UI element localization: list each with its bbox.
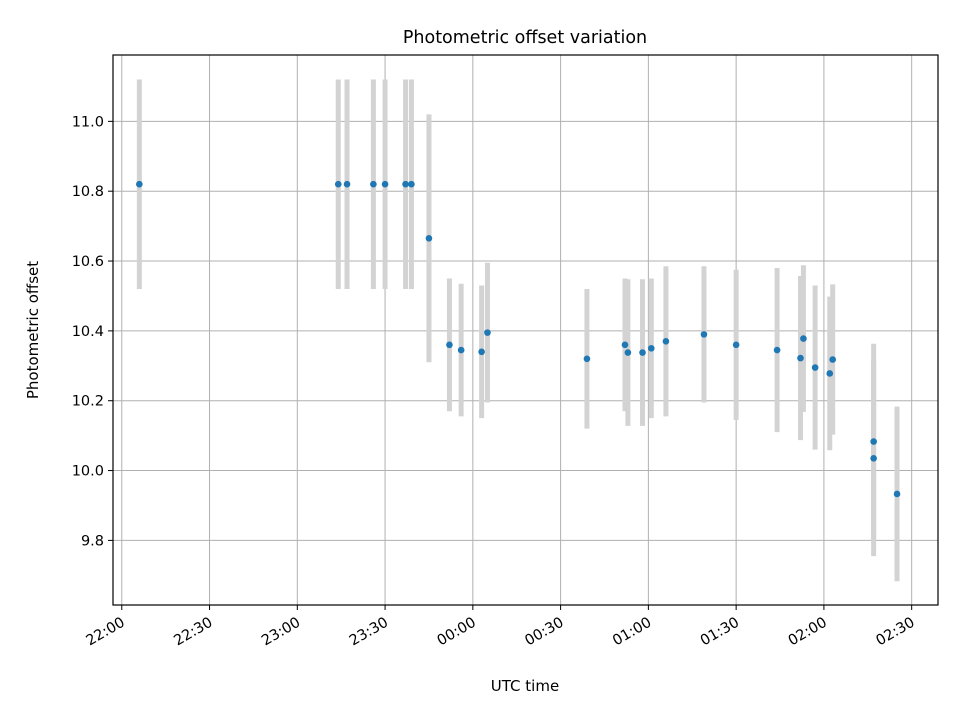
data-point <box>478 348 485 356</box>
data-point <box>136 180 143 188</box>
data-point <box>484 329 491 336</box>
x-tick-label: 02:30 <box>873 615 917 650</box>
x-axis-label: UTC time <box>491 677 559 695</box>
data-point <box>826 370 834 377</box>
x-tick-label: 22:30 <box>171 615 215 650</box>
data-point <box>370 180 377 188</box>
data-point <box>408 180 415 188</box>
data-point <box>343 180 351 188</box>
plot-frame <box>112 54 939 606</box>
y-tick-label: 11.0 <box>72 114 104 130</box>
data-point <box>870 455 877 462</box>
data-point <box>402 180 409 188</box>
data-point <box>457 346 465 354</box>
axis-ticks: 22:00 22:30 23:00 23:30 00:00 00:30 01:00 01:30… <box>72 114 918 649</box>
data-point <box>732 341 740 349</box>
data-point <box>621 341 629 349</box>
x-tick-label: 00:30 <box>522 615 566 650</box>
y-tick-label: 10.6 <box>72 254 104 270</box>
error-bars <box>136 79 900 582</box>
data-point <box>647 345 655 352</box>
data-point <box>334 180 342 188</box>
y-tick-label: 10.2 <box>72 394 104 410</box>
data-point <box>446 341 453 349</box>
data-point <box>639 349 646 356</box>
data-point <box>624 349 632 356</box>
x-tick-label: 00:00 <box>435 615 479 650</box>
data-point <box>800 335 807 342</box>
x-tick-label: 01:00 <box>610 615 654 650</box>
data-point <box>870 438 877 445</box>
x-tick-label: 22:00 <box>84 615 128 650</box>
data-point <box>425 235 433 242</box>
x-tick-label: 02:00 <box>786 615 830 650</box>
y-tick-label: 9.8 <box>81 533 104 549</box>
x-tick-label: 23:00 <box>259 615 303 650</box>
y-tick-label: 10.0 <box>72 464 104 480</box>
data-point <box>829 356 836 363</box>
x-tick-label: 01:30 <box>698 615 742 650</box>
x-tick-label: 23:30 <box>347 615 391 650</box>
y-tick-label: 10.4 <box>72 324 104 340</box>
data-point <box>381 180 389 188</box>
data-point <box>797 354 804 362</box>
data-point <box>662 338 670 345</box>
data-point <box>773 346 781 354</box>
chart-title: Photometric offset variation <box>403 28 647 48</box>
data-point <box>700 331 708 338</box>
data-point <box>811 364 819 371</box>
data-point <box>583 355 591 363</box>
data-point <box>893 490 901 498</box>
y-axis-label: Photometric offset <box>24 261 42 399</box>
y-tick-label: 10.8 <box>72 184 104 200</box>
data-points <box>136 180 901 498</box>
